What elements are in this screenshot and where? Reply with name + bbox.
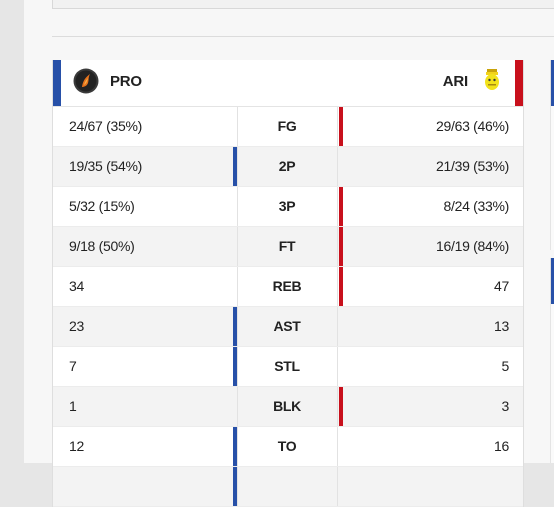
column-divider [337,347,338,386]
previous-panel [52,0,554,9]
column-divider [237,187,238,226]
away-team-abbr[interactable]: ARI [442,73,468,90]
home-leader-marker [233,147,237,186]
home-stat-value: 5/32 (15%) [69,198,135,214]
column-divider [237,467,238,506]
team-stats-header: PRO ARI [53,60,523,107]
side-panel-header-2 [550,258,554,304]
column-divider [237,227,238,266]
column-divider [337,307,338,346]
home-leader-marker [233,427,237,466]
home-leader-marker [233,347,237,386]
stat-row: 23 AST 13 [53,307,523,347]
home-color-bar [53,60,61,106]
stat-row: 7 STL 5 [53,347,523,387]
away-leader-marker [339,227,343,266]
side-panel-header [550,60,554,106]
away-leader-marker [339,187,343,226]
stat-label: BLK [273,398,301,414]
column-divider [237,107,238,146]
side-panel-body [550,106,554,250]
stat-label: STL [274,358,300,374]
column-divider [237,347,238,386]
home-stat-value: 23 [69,318,84,334]
stat-label: FG [277,118,297,134]
stat-row: 5/32 (15%) 3P 8/24 (33%) [53,187,523,227]
away-stat-value: 21/39 (53%) [436,158,509,174]
home-team-abbr[interactable]: PRO [110,73,142,90]
stat-label: FT [278,238,296,254]
side-panel-body-2 [550,304,554,463]
away-stat-value: 16/19 (84%) [436,238,509,254]
home-stat-value: 7 [69,358,77,374]
home-team-logo[interactable] [73,68,99,94]
column-divider [337,467,338,506]
column-divider [337,227,338,266]
home-stat-value: 1 [69,398,77,414]
away-stat-value: 47 [494,278,509,294]
away-stat-value: 3 [501,398,510,414]
side-color-bar [551,60,554,106]
stat-label: TO [277,438,297,454]
stat-row: 1 BLK 3 [53,387,523,427]
stat-row: 12 TO 16 [53,427,523,467]
column-divider [237,387,238,426]
stat-label: REB [272,278,302,294]
away-stat-value: 29/63 (46%) [436,118,509,134]
home-stat-value: 24/67 (35%) [69,118,142,134]
away-stat-value: 5 [501,358,510,374]
side-color-bar-2 [551,258,554,304]
column-divider [237,427,238,466]
column-divider [337,427,338,466]
away-color-bar [515,60,523,106]
team-stats-table: PRO ARI 24/67 (35%) FG 29/63 (46%) 19/35 (5… [52,60,524,507]
column-divider [337,267,338,306]
home-stat-value: 9/18 (50%) [69,238,135,254]
home-stat-value: 19/35 (54%) [69,158,142,174]
stat-label: 3P [278,198,296,214]
away-stat-value: 16 [494,438,509,454]
stat-row: 19/35 (54%) 2P 21/39 (53%) [53,147,523,187]
away-leader-marker [339,387,343,426]
page: PRO ARI 24/67 (35%) FG 29/63 (46%) 19/35 (5… [24,0,554,507]
column-divider [237,307,238,346]
column-divider [337,387,338,426]
stat-label: AST [273,318,301,334]
away-leader-marker [339,107,343,146]
stat-row: 24/67 (35%) FG 29/63 (46%) [53,107,523,147]
home-stat-value: 12 [69,438,84,454]
column-divider [237,267,238,306]
column-divider [237,147,238,186]
home-stat-value: 34 [69,278,84,294]
stat-row: 9/18 (50%) FT 16/19 (84%) [53,227,523,267]
column-divider [337,147,338,186]
column-divider [337,107,338,146]
away-stat-value: 13 [494,318,509,334]
away-team-logo[interactable] [483,68,501,92]
stat-label: 2P [278,158,296,174]
stat-row: 34 REB 47 [53,267,523,307]
section-divider [52,36,554,37]
stat-rows: 24/67 (35%) FG 29/63 (46%) 19/35 (54%) 2P 21/… [53,107,523,507]
column-divider [337,187,338,226]
away-leader-marker [339,267,343,306]
home-leader-marker [233,467,237,506]
home-leader-marker [233,307,237,346]
away-stat-value: 8/24 (33%) [443,198,510,214]
stat-row [53,467,523,507]
